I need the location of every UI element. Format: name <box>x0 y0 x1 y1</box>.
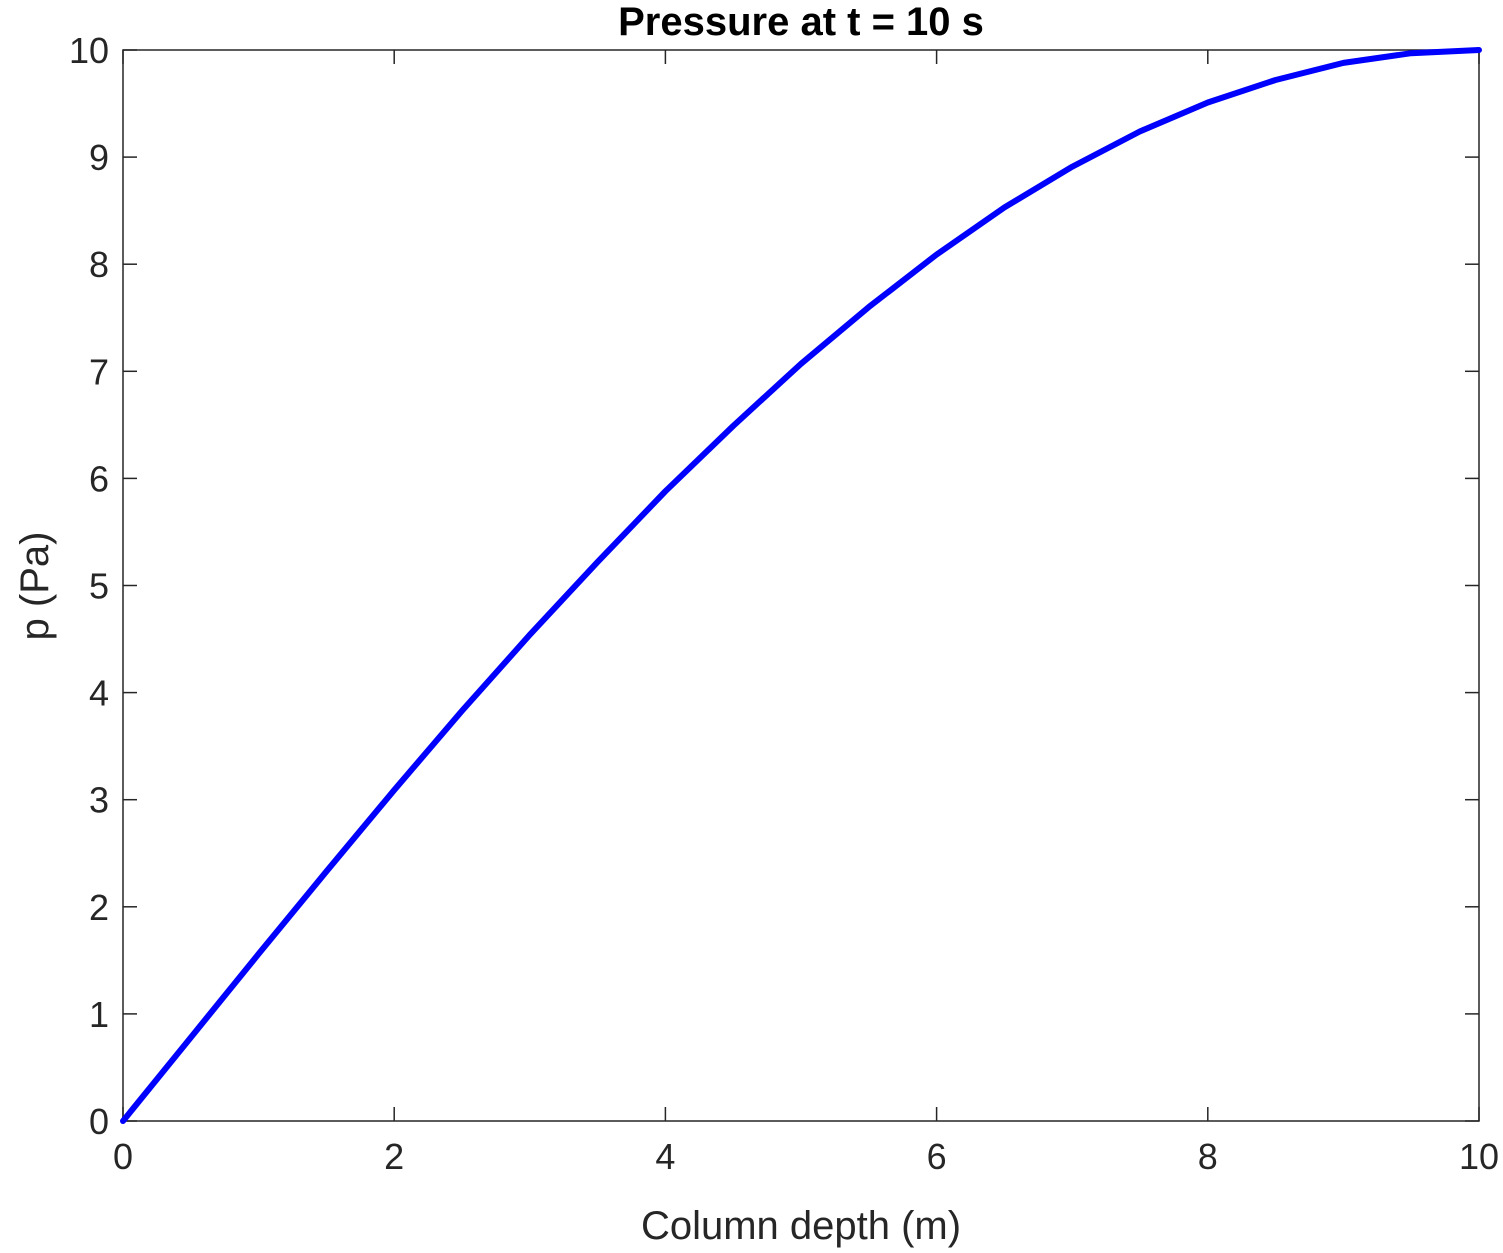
x-tick-label: 8 <box>1198 1136 1218 1177</box>
y-tick-label: 8 <box>89 244 109 285</box>
y-tick-label: 9 <box>89 137 109 178</box>
x-axis-title: Column depth (m) <box>641 1204 961 1248</box>
y-tick-label: 5 <box>89 566 109 607</box>
y-tick-label: 10 <box>69 30 109 71</box>
y-axis-title: p (Pa) <box>13 532 57 641</box>
y-tick-label: 1 <box>89 994 109 1035</box>
series-layer <box>120 47 1482 1124</box>
y-tick-label: 3 <box>89 780 109 821</box>
x-tick-label: 0 <box>113 1136 133 1177</box>
series-line <box>120 47 1482 1124</box>
y-tick-label: 6 <box>89 458 109 499</box>
y-tick-label: 7 <box>89 351 109 392</box>
x-tick-label: 2 <box>384 1136 404 1177</box>
x-tick-label: 6 <box>927 1136 947 1177</box>
x-tick-label: 4 <box>655 1136 675 1177</box>
x-tick-label: 10 <box>1459 1136 1499 1177</box>
y-axis: 0 1 2 3 4 5 6 7 8 9 10 <box>69 30 1479 1142</box>
plot-area: 0 2 4 6 8 10 0 1 2 3 4 5 6 7 8 9 10 <box>69 30 1499 1177</box>
y-tick-label: 0 <box>89 1101 109 1142</box>
x-axis: 0 2 4 6 8 10 <box>113 50 1499 1177</box>
y-tick-label: 2 <box>89 887 109 928</box>
chart-title: Pressure at t = 10 s <box>618 0 984 44</box>
y-tick-label: 4 <box>89 673 109 714</box>
axes-box <box>122 49 1480 1122</box>
